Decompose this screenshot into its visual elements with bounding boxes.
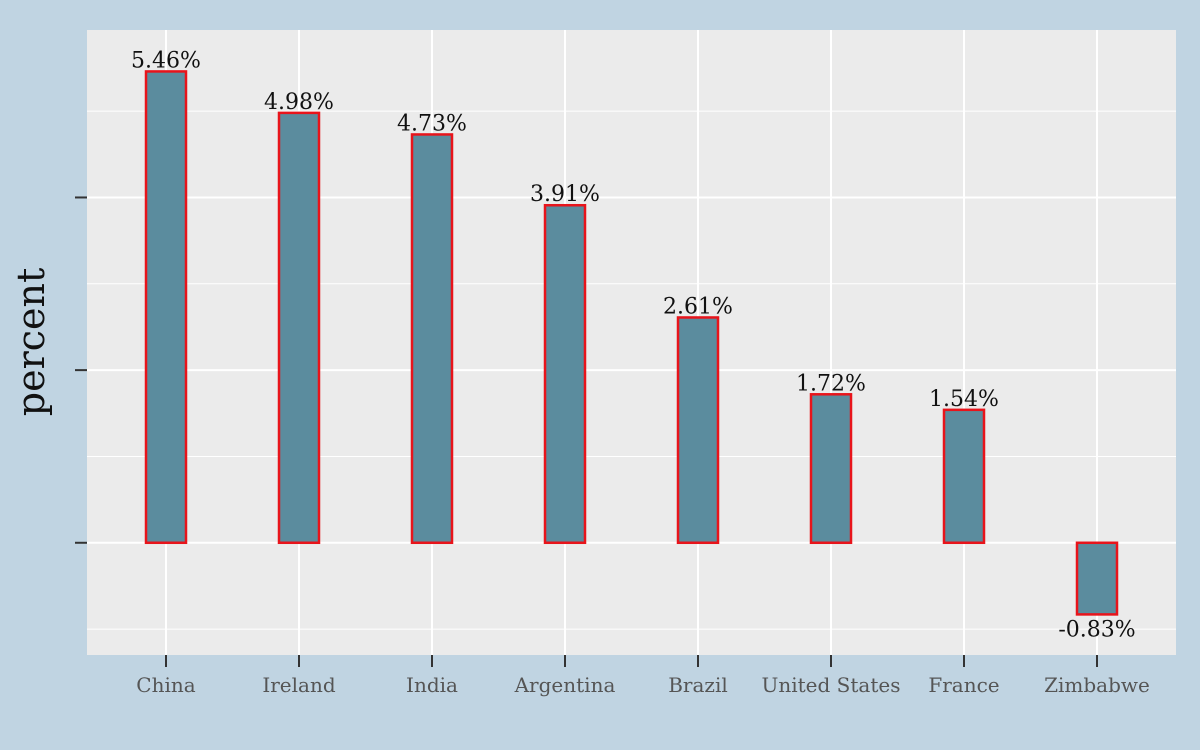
panel-background (87, 30, 1176, 655)
bar-united-states (809, 393, 853, 545)
bar-ireland (277, 111, 321, 545)
bar-zimbabwe (1075, 541, 1119, 616)
bar-value-label: 4.98% (264, 90, 334, 115)
bar-brazil (676, 316, 720, 545)
bar-value-label: 5.46% (131, 48, 201, 73)
bar-value-label: 1.54% (929, 387, 999, 412)
x-tick-label: Brazil (668, 673, 728, 697)
axis-ticks (75, 196, 1098, 667)
bar-china (144, 70, 188, 545)
bar-argentina (543, 203, 587, 545)
bar-value-label: 1.72% (796, 371, 866, 396)
x-tick-label: China (136, 673, 195, 697)
bar-india (410, 133, 454, 545)
bar-value-label: 4.73% (397, 111, 467, 136)
x-tick-label: India (406, 673, 458, 697)
x-tick-label: Zimbabwe (1044, 673, 1150, 697)
bar-value-labels: 5.46% 4.98% 4.73% 3.91% 2.61% 1.72% 1.54% -0.83… (131, 48, 1136, 642)
bar-france (942, 408, 986, 545)
bar-value-label: -0.83% (1058, 617, 1135, 642)
x-tick-label: United States (762, 673, 901, 697)
grid-lines (87, 30, 1176, 655)
x-tick-label: Argentina (514, 673, 616, 697)
y-axis-title: percent (9, 268, 53, 417)
x-tick-labels: China Ireland India Argentina Brazil United S… (136, 673, 1150, 697)
x-tick-label: France (928, 673, 999, 697)
bars (144, 70, 1119, 616)
bar-value-label: 2.61% (663, 294, 733, 319)
x-tick-label: Ireland (262, 673, 335, 697)
bar-value-label: 3.91% (530, 182, 600, 207)
